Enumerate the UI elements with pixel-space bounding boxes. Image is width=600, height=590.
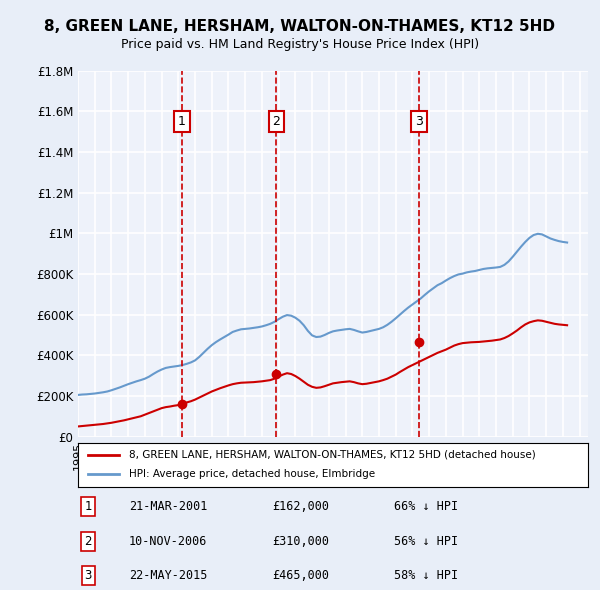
Text: 66% ↓ HPI: 66% ↓ HPI bbox=[394, 500, 458, 513]
Text: 2: 2 bbox=[272, 115, 280, 128]
Text: 58% ↓ HPI: 58% ↓ HPI bbox=[394, 569, 458, 582]
Text: Price paid vs. HM Land Registry's House Price Index (HPI): Price paid vs. HM Land Registry's House … bbox=[121, 38, 479, 51]
Text: 1: 1 bbox=[85, 500, 92, 513]
Text: 1: 1 bbox=[178, 115, 186, 128]
Text: 10-NOV-2006: 10-NOV-2006 bbox=[129, 535, 208, 548]
Text: 2: 2 bbox=[85, 535, 92, 548]
Text: 22-MAY-2015: 22-MAY-2015 bbox=[129, 569, 208, 582]
Text: 3: 3 bbox=[85, 569, 92, 582]
Text: £465,000: £465,000 bbox=[272, 569, 329, 582]
Text: £162,000: £162,000 bbox=[272, 500, 329, 513]
Text: 21-MAR-2001: 21-MAR-2001 bbox=[129, 500, 208, 513]
Text: 8, GREEN LANE, HERSHAM, WALTON-ON-THAMES, KT12 5HD: 8, GREEN LANE, HERSHAM, WALTON-ON-THAMES… bbox=[44, 19, 556, 34]
Text: 3: 3 bbox=[415, 115, 423, 128]
Text: £310,000: £310,000 bbox=[272, 535, 329, 548]
Text: HPI: Average price, detached house, Elmbridge: HPI: Average price, detached house, Elmb… bbox=[129, 470, 375, 479]
Text: 56% ↓ HPI: 56% ↓ HPI bbox=[394, 535, 458, 548]
Text: 8, GREEN LANE, HERSHAM, WALTON-ON-THAMES, KT12 5HD (detached house): 8, GREEN LANE, HERSHAM, WALTON-ON-THAMES… bbox=[129, 450, 536, 460]
